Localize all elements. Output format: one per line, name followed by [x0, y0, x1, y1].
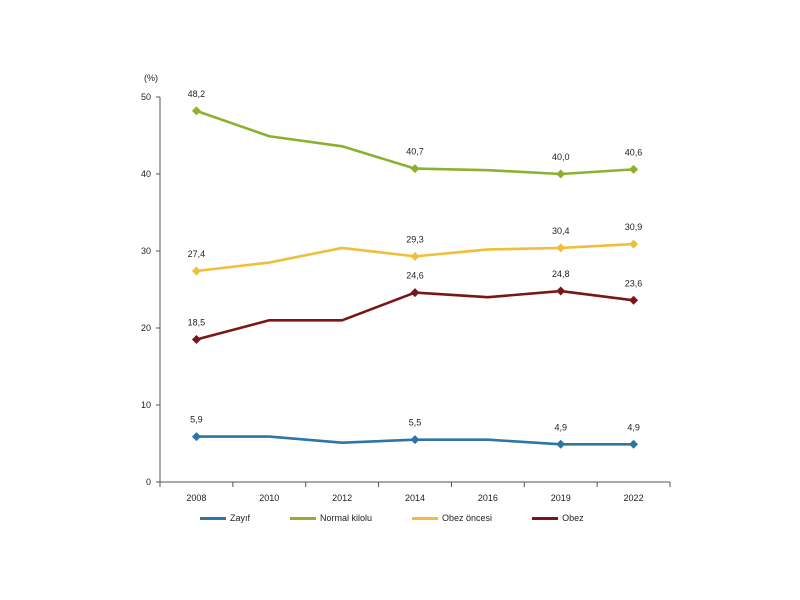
legend-label: Normal kilolu	[320, 513, 373, 523]
y-tick-label: 10	[141, 400, 151, 410]
data-point-marker	[556, 286, 566, 296]
data-label: 24,6	[406, 271, 424, 281]
y-tick-label: 30	[141, 246, 151, 256]
series-line-3	[196, 289, 634, 341]
data-label: 18,5	[188, 318, 206, 328]
data-point-marker	[556, 243, 566, 253]
data-point-marker	[410, 435, 420, 445]
data-label: 4,9	[554, 422, 567, 432]
data-point-marker	[556, 439, 566, 449]
x-tick-label: 2008	[186, 493, 206, 503]
data-point-marker	[191, 106, 201, 116]
y-tick-label: 50	[141, 92, 151, 102]
legend-swatch	[532, 516, 559, 520]
y-tick-label: 20	[141, 323, 151, 333]
y-tick-label: 0	[146, 477, 151, 487]
data-point-marker	[629, 239, 639, 249]
data-point-marker	[410, 164, 420, 174]
legend-item: Normal kilolu	[290, 513, 372, 523]
x-tick-label: 2010	[259, 493, 279, 503]
data-point-marker	[191, 266, 201, 276]
x-tick-label: 2014	[405, 493, 425, 503]
x-tick-label: 2016	[478, 493, 498, 503]
legend-swatch	[412, 516, 439, 520]
legend-label: Obez öncesi	[442, 513, 493, 523]
data-point-marker	[556, 169, 566, 179]
data-label: 40,0	[552, 152, 570, 162]
data-label: 40,6	[625, 147, 643, 157]
data-point-marker	[629, 295, 639, 305]
y-tick-label: 40	[141, 169, 151, 179]
data-point-marker	[191, 335, 201, 345]
x-tick-label: 2012	[332, 493, 352, 503]
data-point-marker	[410, 288, 420, 298]
data-label: 27,4	[188, 249, 206, 259]
chart-legend: Zayıf Normal kilolu Obez öncesi Obez	[200, 508, 640, 528]
x-tick-label: 2019	[551, 493, 571, 503]
legend-item: Zayıf	[200, 513, 250, 523]
data-label: 48,2	[188, 89, 206, 99]
legend-swatch	[290, 516, 317, 520]
data-label: 29,3	[406, 234, 424, 244]
data-label: 30,4	[552, 226, 570, 236]
data-point-marker	[629, 164, 639, 174]
legend-label: Obez	[562, 513, 584, 523]
data-label: 5,9	[190, 415, 203, 425]
data-point-marker	[191, 432, 201, 442]
x-tick-label: 2022	[624, 493, 644, 503]
legend-item: Obez	[532, 513, 584, 523]
data-label: 24,8	[552, 269, 570, 279]
data-label: 23,6	[625, 278, 643, 288]
legend-label: Zayıf	[230, 513, 251, 523]
data-label: 4,9	[627, 422, 640, 432]
data-label: 5,5	[409, 418, 422, 428]
y-unit-label: (%)	[144, 73, 158, 83]
legend-item: Obez öncesi	[412, 513, 492, 523]
data-point-marker	[629, 439, 639, 449]
data-label: 30,9	[625, 222, 643, 232]
data-label: 40,7	[406, 147, 424, 157]
data-point-marker	[410, 251, 420, 261]
legend-swatch	[200, 516, 226, 520]
